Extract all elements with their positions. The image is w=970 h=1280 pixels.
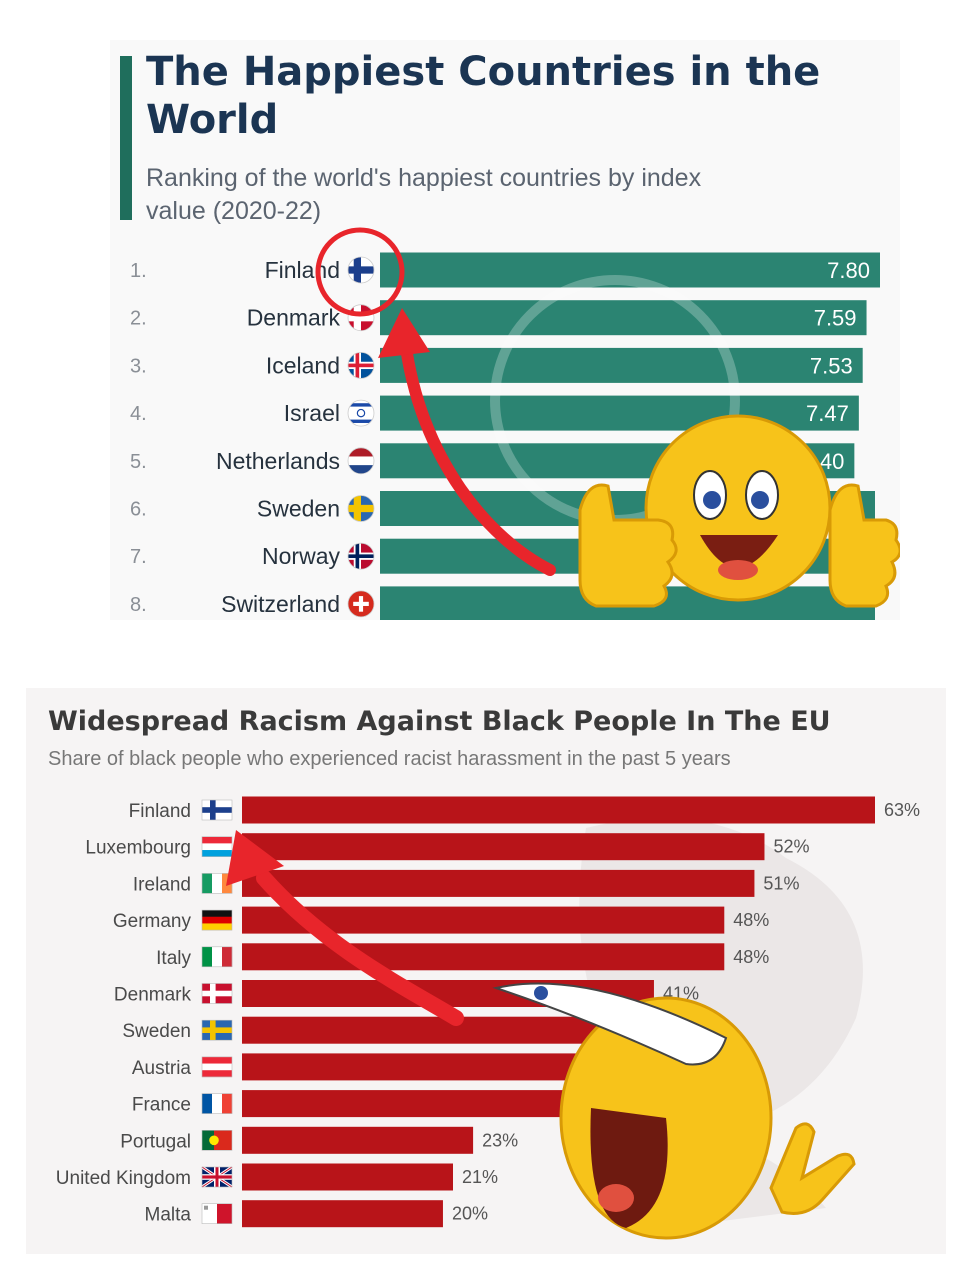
- highlight-circle: [315, 227, 405, 317]
- flag-netherlands-icon: [347, 447, 375, 475]
- rank-label: 8.: [130, 594, 147, 616]
- country-label: Austria: [132, 1058, 192, 1079]
- value-label: 51%: [763, 873, 799, 893]
- bar: [242, 1126, 474, 1154]
- red-arrow: [226, 830, 464, 1026]
- chart-title: Widespread Racism Against Black People I…: [48, 706, 831, 737]
- flag-united-kingdom-icon: [201, 1165, 233, 1189]
- bar: [242, 943, 725, 971]
- happiest-countries-chart-panel: The Happiest Countries in the World Rank…: [110, 40, 900, 620]
- bar: [380, 252, 880, 288]
- value-label: 52%: [773, 837, 809, 857]
- rank-label: 7.: [130, 546, 147, 568]
- happiest-countries-bar-chart: 1. Finland 7.80 2. Denmark 7.59 3. Iceland 7.53 4…: [130, 227, 900, 620]
- country-label: Portugal: [120, 1131, 191, 1152]
- flag-italy-icon: [201, 946, 233, 968]
- bar: [242, 1200, 443, 1228]
- country-label: Malta: [145, 1205, 192, 1226]
- rank-label: 4.: [130, 403, 147, 425]
- rank-label: 6.: [130, 499, 147, 521]
- bar: [242, 1053, 603, 1081]
- flag-iceland-icon: [347, 351, 375, 379]
- flag-luxembourg-icon: [201, 836, 233, 857]
- bar: [242, 1090, 603, 1118]
- bar: [380, 300, 867, 336]
- chart-title: The Happiest Countries in the World: [146, 49, 821, 143]
- flag-denmark-icon: [347, 304, 375, 332]
- red-arrow: [378, 308, 556, 576]
- value-label: 20%: [452, 1204, 488, 1224]
- country-label: Finland: [265, 257, 340, 283]
- flag-germany-icon: [201, 909, 233, 931]
- flag-portugal-icon: [201, 1129, 233, 1151]
- country-label: Norway: [262, 543, 340, 569]
- flag-finland-icon: [347, 256, 375, 284]
- value-label: 7.80: [827, 258, 870, 283]
- flag-israel-icon: [347, 399, 375, 427]
- title-accent-bar: [120, 56, 132, 220]
- flag-france-icon: [201, 1093, 233, 1114]
- rank-label: 1.: [130, 260, 147, 282]
- country-label: Luxembourg: [85, 838, 191, 859]
- country-label: Netherlands: [216, 448, 340, 474]
- bar: [242, 869, 755, 897]
- value-label: 23%: [482, 1130, 518, 1150]
- bar: [242, 796, 875, 824]
- country-label: Finland: [129, 801, 191, 822]
- chart-subtitle: Ranking of the world's happiest countrie…: [146, 164, 702, 225]
- rank-label: 5.: [130, 451, 147, 473]
- rank-label: 3.: [130, 355, 147, 377]
- country-label: Sweden: [257, 496, 340, 522]
- bar: [380, 395, 859, 431]
- country-label: France: [132, 1095, 191, 1116]
- country-label: Denmark: [247, 305, 341, 331]
- country-label: Sweden: [122, 1021, 191, 1042]
- country-label: Germany: [113, 911, 192, 932]
- racism-bar-chart: Finland 63% Luxembourg 52% Ireland 51% Germany…: [56, 796, 920, 1240]
- value-label: 7.47: [806, 401, 849, 426]
- value-label: 21%: [462, 1167, 498, 1187]
- bar: [242, 833, 765, 861]
- rank-label: 2.: [130, 308, 147, 330]
- country-label: Ireland: [133, 874, 191, 895]
- bar: [380, 347, 863, 383]
- flag-sweden-icon: [201, 1019, 233, 1041]
- laughing-pointing-smiley-emoji: [492, 982, 856, 1240]
- bar: [242, 1163, 453, 1191]
- country-label: Italy: [156, 948, 191, 969]
- flag-finland-icon: [201, 799, 233, 821]
- country-label: Denmark: [114, 985, 192, 1006]
- value-label: 63%: [884, 800, 920, 820]
- country-label: United Kingdom: [56, 1168, 191, 1189]
- flag-sweden-icon: [347, 495, 375, 522]
- bar: [242, 1016, 603, 1044]
- flag-austria-icon: [201, 1056, 233, 1078]
- flag-denmark-icon: [201, 983, 233, 1004]
- country-label: Israel: [284, 400, 340, 426]
- value-label: 7.59: [814, 306, 857, 331]
- flag-norway-icon: [347, 542, 375, 570]
- thumbs-up-smiley-emoji: [578, 414, 900, 608]
- value-label: 48%: [733, 947, 769, 967]
- flag-malta-icon: [201, 1203, 233, 1225]
- value-label: 7.53: [810, 353, 853, 378]
- value-label: 48%: [733, 910, 769, 930]
- flag-switzerland-icon: [347, 590, 375, 618]
- country-label: Iceland: [266, 352, 340, 378]
- chart-subtitle: Share of black people who experienced ra…: [48, 748, 731, 770]
- racism-chart-panel: Widespread Racism Against Black People I…: [26, 688, 946, 1254]
- country-label: Switzerland: [221, 591, 340, 617]
